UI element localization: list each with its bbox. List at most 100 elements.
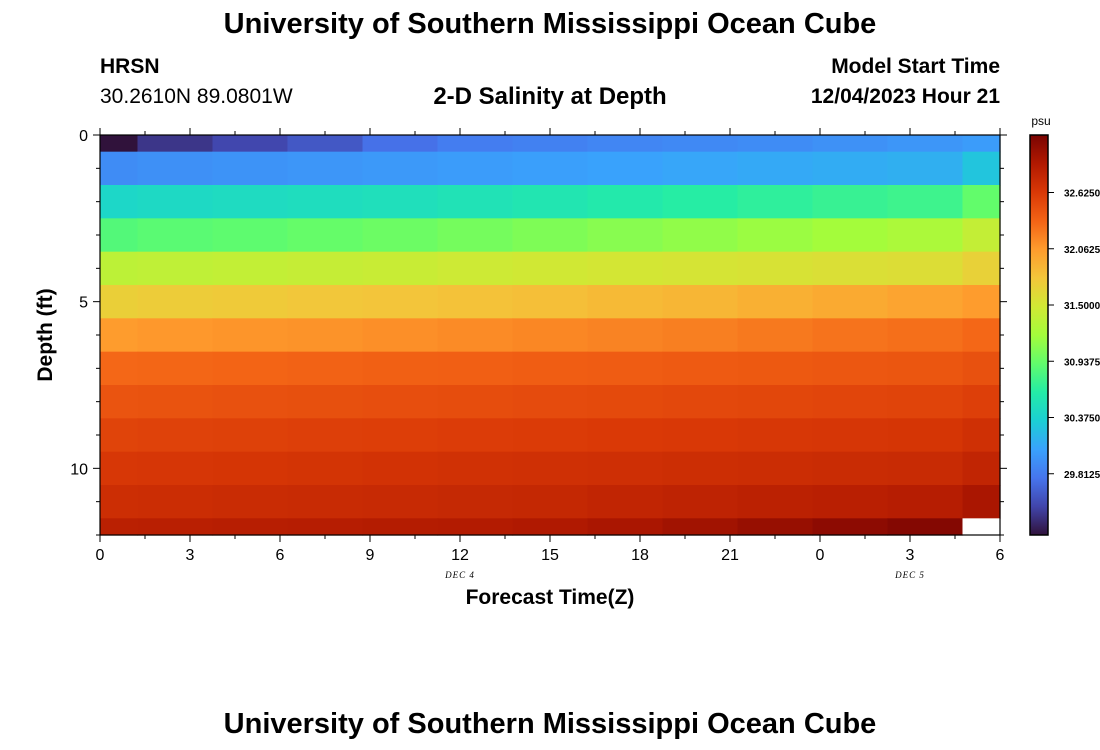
heatmap-cell	[287, 351, 364, 386]
heatmap-cell	[887, 218, 964, 253]
heatmap-cell	[512, 251, 589, 286]
heatmap-cell	[812, 518, 889, 536]
heatmap-cell	[737, 451, 814, 486]
heatmap-cell	[212, 451, 289, 486]
chart-title-bottom: University of Southern Mississippi Ocean…	[223, 708, 877, 740]
heatmap-cell	[962, 418, 1001, 453]
heatmap-cell	[137, 318, 214, 353]
heatmap-cell	[737, 218, 814, 253]
heatmap-cell	[737, 185, 814, 219]
heatmap-cell	[587, 418, 664, 453]
heatmap-cell	[100, 385, 139, 419]
heatmap-cell	[212, 285, 289, 319]
heatmap-cell	[212, 518, 289, 536]
heatmap-cell	[362, 285, 439, 319]
heatmap-cell	[512, 318, 589, 353]
heatmap-cell	[587, 318, 664, 353]
heatmap-cell	[100, 151, 139, 186]
heatmap-cell	[362, 385, 439, 419]
heatmap-cell	[662, 518, 739, 536]
heatmap-cell	[662, 451, 739, 486]
heatmap-cell	[962, 185, 1001, 219]
y-axis-label: Depth (ft)	[34, 288, 57, 381]
heatmap-cell	[887, 135, 964, 153]
x-tick-label: 9	[366, 547, 375, 564]
heatmap-cell	[962, 135, 1001, 153]
colorbar-tick-label: 32.0625	[1064, 245, 1100, 256]
heatmap-cell	[512, 185, 589, 219]
heatmap-cell	[812, 218, 889, 253]
heatmap-cell	[587, 285, 664, 319]
heatmap-cell	[287, 418, 364, 453]
heatmap-cell	[100, 135, 139, 153]
x-axis-label: Forecast Time(Z)	[466, 586, 635, 609]
heatmap-cell	[137, 285, 214, 319]
heatmap-cell	[437, 251, 514, 286]
heatmap-cell	[662, 218, 739, 253]
heatmap-cell	[137, 518, 214, 536]
heatmap-cell	[512, 285, 589, 319]
heatmap-cell	[887, 485, 964, 519]
heatmap-cell	[362, 251, 439, 286]
salinity-heatmap-chart: 0 3 6 9 12 15 18 21 0 3 6 DEC 4 DEC 5 0 5 10 Forecast …	[34, 114, 1100, 609]
heatmap-cell	[512, 518, 589, 536]
x-date-label: DEC 5	[894, 570, 925, 580]
x-date-label: DEC 4	[444, 570, 475, 580]
heatmap-cell	[962, 218, 1001, 253]
heatmap-cell	[662, 485, 739, 519]
heatmap-cell	[100, 251, 139, 286]
heatmap-cell	[362, 485, 439, 519]
heatmap-cell	[962, 318, 1001, 353]
heatmap-cell	[137, 351, 214, 386]
heatmap-cell	[137, 151, 214, 186]
chart-subtitle: 2-D Salinity at Depth	[433, 83, 667, 110]
heatmap-cell	[737, 418, 814, 453]
heatmap-cell	[137, 218, 214, 253]
heatmap-cell	[737, 485, 814, 519]
heatmap-cell	[812, 385, 889, 419]
heatmap-cell	[437, 485, 514, 519]
heatmap-cell	[212, 385, 289, 419]
heatmap-cell	[662, 285, 739, 319]
y-tick-label: 5	[79, 295, 88, 312]
heatmap-cell	[287, 185, 364, 219]
heatmap-cell	[287, 451, 364, 486]
heatmap-cell	[362, 135, 439, 153]
heatmap-cell	[287, 135, 364, 153]
x-tick-label: 3	[906, 547, 915, 564]
heatmap-cell	[887, 451, 964, 486]
heatmap-cell	[512, 418, 589, 453]
heatmap-cell	[362, 185, 439, 219]
heatmap-cell	[662, 135, 739, 153]
heatmap-cell	[737, 518, 814, 536]
heatmap-cell	[887, 151, 964, 186]
heatmap-cell	[812, 351, 889, 386]
colorbar-unit: psu	[1031, 114, 1050, 128]
heatmap-cell	[437, 185, 514, 219]
heatmap-cell	[662, 151, 739, 186]
heatmap-cell	[737, 135, 814, 153]
heatmap-cell	[512, 451, 589, 486]
chart-title-top: University of Southern Mississippi Ocean…	[223, 8, 877, 40]
heatmap-cell	[100, 318, 139, 353]
heatmap-cell	[587, 135, 664, 153]
heatmap-cell	[100, 185, 139, 219]
heatmap-cell	[812, 135, 889, 153]
heatmap-cell	[212, 135, 289, 153]
heatmap-cell	[587, 151, 664, 186]
x-tick-label: 6	[996, 547, 1005, 564]
heatmap-cell	[100, 285, 139, 319]
x-tick-label: 6	[276, 547, 285, 564]
heatmap-cell	[962, 151, 1001, 186]
heatmap-cell	[812, 185, 889, 219]
x-tick-label: 0	[96, 547, 105, 564]
heatmap-cell	[737, 151, 814, 186]
heatmap-cell	[812, 251, 889, 286]
heatmap-cells	[100, 135, 1001, 536]
heatmap-cell	[512, 385, 589, 419]
y-tick-label: 0	[79, 128, 88, 145]
heatmap-cell	[137, 418, 214, 453]
x-axis: 0 3 6 9 12 15 18 21 0 3 6 DEC 4 DEC 5	[96, 128, 1005, 580]
heatmap-cell	[437, 518, 514, 536]
model-start-label: Model Start Time	[831, 55, 1000, 78]
